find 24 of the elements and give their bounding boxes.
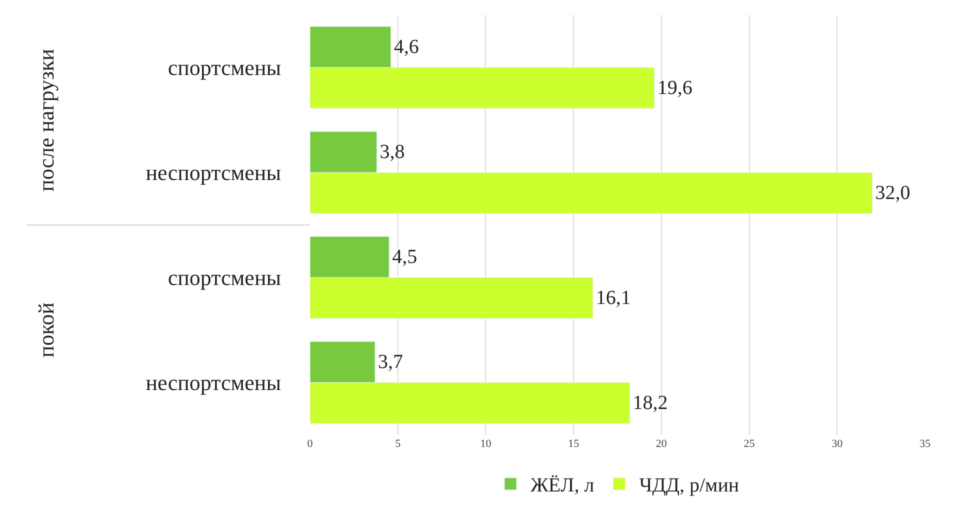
x-tick-label: 10	[480, 438, 492, 450]
data-label: 32,0	[875, 182, 910, 204]
y-tick-label: спортсмены	[168, 55, 282, 80]
x-tick-label: 35	[920, 438, 931, 450]
legend-label: ЖЁЛ, л	[530, 474, 594, 497]
x-tick-label: 0	[307, 438, 314, 450]
data-label: 18,2	[632, 392, 668, 414]
data-label: 4,5	[392, 246, 418, 268]
x-tick-label: 20	[656, 438, 668, 450]
y-tick-label: неспортсмены	[146, 160, 282, 186]
x-tick-label: 30	[832, 438, 844, 450]
y-tick-label: неспортсмены	[146, 370, 282, 396]
y-tick-label: спортсмены	[168, 265, 282, 290]
x-tick-label: 5	[395, 438, 402, 450]
x-tick-label: 15	[568, 438, 580, 450]
data-label: 3,7	[378, 351, 404, 374]
data-label: 19,6	[657, 76, 692, 99]
text: после нагрузки	[34, 48, 59, 192]
legend-label: ЧДД, р/мин	[639, 474, 740, 497]
x-tick-label: 25	[744, 438, 756, 450]
data-label: 16,1	[596, 286, 631, 309]
data-label: 3,8	[380, 141, 405, 164]
data-label: 4,6	[394, 36, 419, 58]
text: покой	[34, 302, 59, 358]
